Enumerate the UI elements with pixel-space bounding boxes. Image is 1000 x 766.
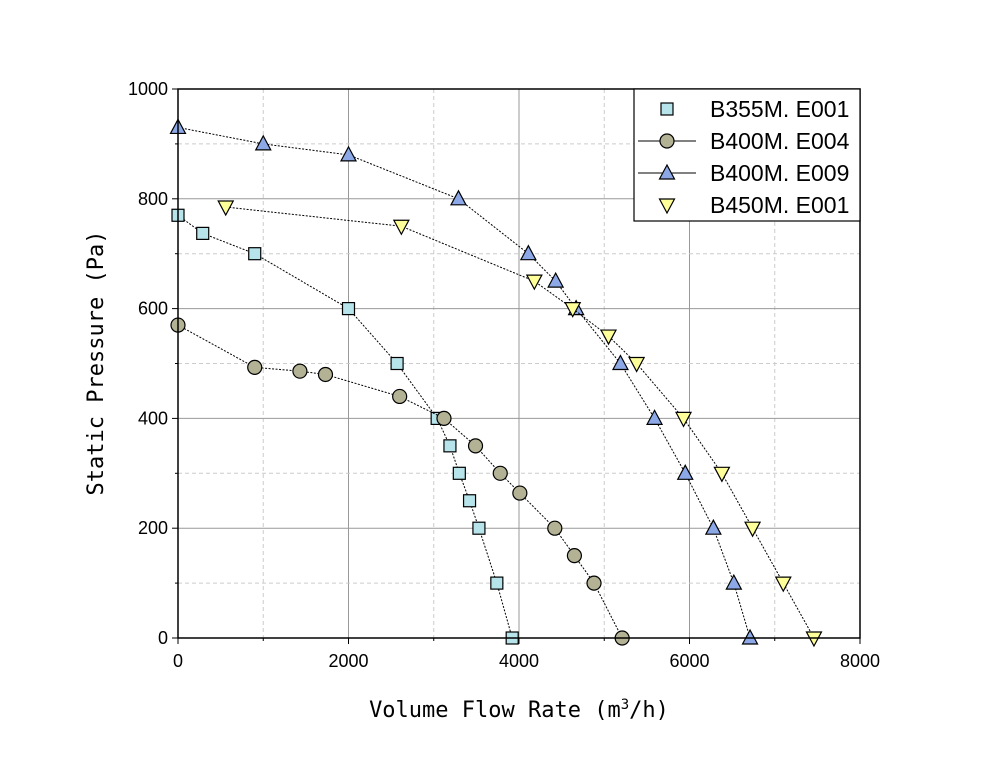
data-point — [317, 366, 334, 383]
y-tick-label: 0 — [158, 628, 168, 648]
data-point — [741, 628, 759, 645]
legend-label: B355M. E001 — [710, 96, 849, 122]
data-point — [467, 438, 484, 454]
data-point — [600, 329, 618, 346]
data-point — [339, 145, 358, 162]
data-point — [449, 189, 467, 206]
legend-marker — [659, 133, 675, 149]
data-point — [525, 274, 543, 291]
data-point — [704, 518, 722, 535]
data-point — [646, 409, 664, 425]
series-line — [177, 324, 623, 639]
x-tick-label: 8000 — [840, 651, 880, 671]
y-tick-label: 800 — [138, 189, 168, 209]
data-point — [341, 302, 356, 316]
data-point — [390, 356, 404, 371]
data-point — [292, 363, 308, 379]
data-point — [547, 520, 563, 536]
data-point — [392, 219, 410, 236]
data-point — [774, 576, 792, 593]
y-tick-label: 1000 — [128, 79, 168, 99]
ticks: 0 2000 4000 6000 8000 0 200 400 600 800 1000 — [128, 79, 880, 671]
legend-label: B400M. E009 — [710, 160, 849, 186]
data-point — [443, 439, 457, 453]
data-point — [254, 134, 272, 151]
data-point — [472, 521, 486, 535]
data-point — [248, 247, 262, 261]
data-point — [675, 411, 693, 428]
data-point — [713, 466, 731, 483]
data-point — [725, 573, 743, 590]
series-line — [225, 206, 815, 639]
series-layer — [169, 118, 823, 648]
data-point — [512, 485, 528, 501]
y-axis-label: Static Pressure (Pa) — [84, 231, 109, 496]
data-point — [566, 548, 583, 564]
data-point — [392, 388, 408, 405]
x-axis-label: Volume Flow Rate (m3/h) — [369, 697, 669, 723]
data-point — [805, 631, 823, 648]
data-point — [217, 200, 235, 217]
series-B400M.E004 — [170, 317, 630, 646]
data-point — [611, 354, 629, 371]
x-tick-label: 2000 — [328, 651, 368, 671]
y-tick-label: 600 — [138, 299, 168, 319]
series-B355M.E001 — [171, 208, 519, 645]
series-line — [177, 214, 513, 639]
x-tick-label: 0 — [173, 651, 183, 671]
y-tick-label: 200 — [138, 518, 168, 538]
data-point — [196, 226, 210, 240]
data-point — [676, 464, 694, 480]
legend-label: B400M. E004 — [710, 128, 850, 154]
data-point — [586, 575, 602, 591]
data-point — [462, 494, 477, 508]
data-point — [436, 410, 452, 426]
legend-label: B450M. E001 — [710, 192, 849, 218]
data-point — [628, 356, 646, 373]
x-tick-label: 4000 — [499, 651, 539, 671]
legend: B355M. E001 B400M. E004 B400M. E009 B450M. … — [633, 88, 861, 222]
data-point — [247, 359, 263, 375]
legend-marker — [660, 102, 674, 116]
legend-marker — [658, 163, 676, 180]
series-B450M.E001 — [217, 200, 823, 648]
y-tick-label: 400 — [138, 408, 168, 428]
data-point — [492, 465, 508, 481]
data-point — [452, 466, 466, 480]
data-point — [490, 576, 504, 590]
data-point — [547, 271, 565, 288]
legend-marker — [658, 198, 676, 215]
data-point — [744, 521, 762, 538]
data-point — [564, 302, 582, 318]
x-tick-label: 6000 — [669, 651, 709, 671]
data-point — [519, 244, 537, 261]
